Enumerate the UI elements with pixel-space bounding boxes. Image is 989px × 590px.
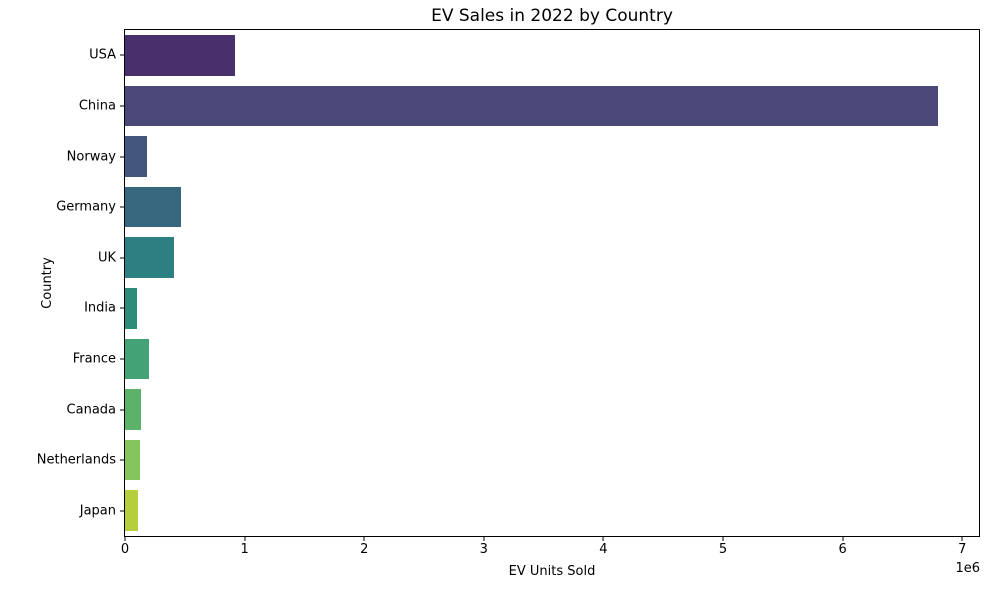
- y-tick-mark-germany: [120, 206, 124, 208]
- bar-china: [125, 85, 939, 127]
- y-tick-mark-china: [120, 105, 124, 107]
- y-tick-mark-netherlands: [120, 459, 124, 461]
- y-tick-mark-japan: [120, 510, 124, 512]
- y-tick-mark-india: [120, 307, 124, 309]
- x-tick-label-6: 6: [838, 542, 847, 557]
- bar-germany: [125, 186, 182, 228]
- x-tick-mark-2: [363, 537, 365, 541]
- y-tick-label-usa: USA: [89, 47, 116, 63]
- y-tick-mark-canada: [120, 409, 124, 410]
- bar-japan: [125, 490, 139, 531]
- x-tick-mark-6: [842, 537, 844, 541]
- x-tick-label-4: 4: [599, 542, 608, 557]
- y-tick-label-japan: Japan: [79, 503, 116, 519]
- y-tick-label-canada: Canada: [66, 402, 116, 417]
- bar-usa: [125, 35, 236, 76]
- x-tick-mark-3: [483, 537, 485, 541]
- bar-norway: [125, 136, 148, 177]
- x-tick-label-2: 2: [360, 542, 369, 557]
- bar-india: [125, 288, 137, 329]
- chart-title: EV Sales in 2022 by Country: [431, 6, 673, 26]
- y-axis-label: Country: [40, 257, 55, 309]
- y-tick-label-france: France: [72, 351, 116, 367]
- y-tick-label-india: India: [84, 300, 116, 316]
- x-tick-mark-7: [961, 537, 963, 541]
- y-tick-mark-usa: [120, 54, 124, 56]
- x-tick-label-1: 1: [240, 542, 249, 557]
- x-tick-label-3: 3: [479, 542, 488, 557]
- y-tick-label-germany: Germany: [56, 199, 116, 215]
- plot-area: [124, 29, 980, 537]
- y-tick-label-norway: Norway: [66, 149, 116, 164]
- x-tick-mark-4: [602, 537, 604, 541]
- x-axis-offset-text: 1e6: [955, 561, 980, 576]
- y-tick-mark-norway: [120, 156, 124, 157]
- bar-netherlands: [125, 439, 140, 481]
- y-tick-label-china: China: [78, 98, 116, 114]
- x-tick-label-0: 0: [120, 542, 130, 557]
- bar-uk: [125, 237, 175, 278]
- y-tick-mark-france: [120, 358, 124, 360]
- x-axis-label: EV Units Sold: [508, 564, 596, 579]
- x-tick-label-5: 5: [718, 542, 728, 557]
- y-tick-mark-uk: [120, 257, 124, 259]
- y-tick-label-uk: UK: [97, 250, 116, 266]
- bar-canada: [125, 389, 141, 430]
- x-tick-mark-5: [722, 537, 724, 541]
- bar-france: [125, 338, 149, 380]
- x-tick-mark-1: [244, 537, 246, 541]
- x-tick-label-7: 7: [958, 542, 967, 557]
- y-tick-label-netherlands: Netherlands: [36, 452, 116, 468]
- x-tick-mark-0: [124, 537, 126, 541]
